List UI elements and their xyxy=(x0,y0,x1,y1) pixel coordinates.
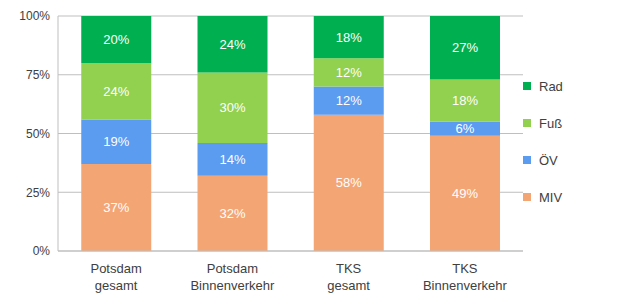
svg-text:25%: 25% xyxy=(26,186,50,200)
svg-text:12%: 12% xyxy=(336,93,362,108)
svg-text:14%: 14% xyxy=(219,152,245,167)
svg-text:20%: 20% xyxy=(103,32,129,47)
svg-text:0%: 0% xyxy=(33,244,51,258)
svg-text:24%: 24% xyxy=(103,84,129,99)
svg-text:100%: 100% xyxy=(19,9,50,23)
svg-text:18%: 18% xyxy=(452,93,478,108)
svg-text:Potsdamgesamt: Potsdamgesamt xyxy=(90,261,141,293)
svg-text:50%: 50% xyxy=(26,127,50,141)
svg-text:TKSBinnenverkehr: TKSBinnenverkehr xyxy=(423,261,507,293)
svg-text:49%: 49% xyxy=(452,186,478,201)
svg-text:6%: 6% xyxy=(456,121,475,136)
svg-text:24%: 24% xyxy=(219,37,245,52)
html-text:MIV: MIV xyxy=(539,189,563,205)
html-text:ÖV: ÖV xyxy=(539,152,558,168)
svg-text:TKSgesamt: TKSgesamt xyxy=(327,261,370,293)
svg-text:32%: 32% xyxy=(219,206,245,221)
svg-text:19%: 19% xyxy=(103,134,129,149)
html-text:Rad: Rad xyxy=(539,78,563,94)
svg-text:12%: 12% xyxy=(336,65,362,80)
svg-text:58%: 58% xyxy=(336,175,362,190)
html-text:Fuß: Fuß xyxy=(539,115,563,131)
svg-text:18%: 18% xyxy=(336,30,362,45)
svg-text:30%: 30% xyxy=(219,100,245,115)
svg-text:PotsdamBinnenverkehr: PotsdamBinnenverkehr xyxy=(190,261,274,293)
svg-text:27%: 27% xyxy=(452,40,478,55)
svg-text:37%: 37% xyxy=(103,200,129,215)
svg-text:75%: 75% xyxy=(26,68,50,82)
